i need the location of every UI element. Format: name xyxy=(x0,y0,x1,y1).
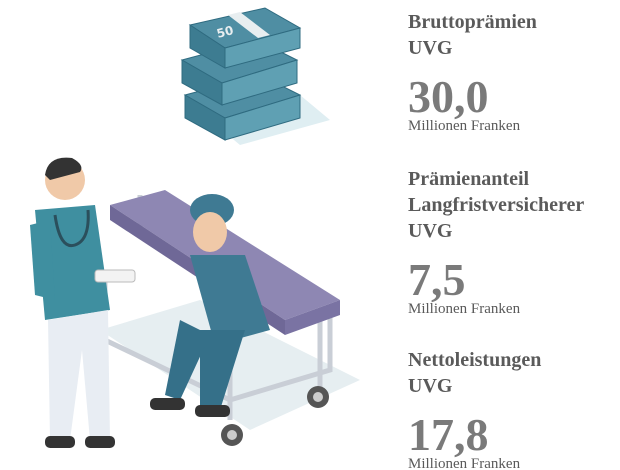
stat-label: UVG xyxy=(408,375,453,397)
stat-label: Langfristversicherer xyxy=(408,194,584,216)
infographic: 50 BruttoprämienU xyxy=(0,0,620,470)
stat-unit: Millionen Franken xyxy=(408,301,521,317)
illustration: 50 xyxy=(30,8,360,448)
stat-label: UVG xyxy=(408,220,453,242)
stat-value: 30,0 xyxy=(408,71,489,122)
stat-label: Prämienanteil xyxy=(408,168,530,190)
stat-unit: Millionen Franken xyxy=(408,456,521,470)
stat-value: 7,5 xyxy=(408,254,466,305)
stat-label: Nettoleistungen xyxy=(408,349,541,371)
stat-label: Bruttoprämien xyxy=(408,11,537,33)
page: {"stats": [ {"label_lines": ["Bruttopräm… xyxy=(0,0,620,470)
stat-label: UVG xyxy=(408,37,453,59)
stat-value: 17,8 xyxy=(408,409,489,460)
stat-unit: Millionen Franken xyxy=(408,118,521,134)
